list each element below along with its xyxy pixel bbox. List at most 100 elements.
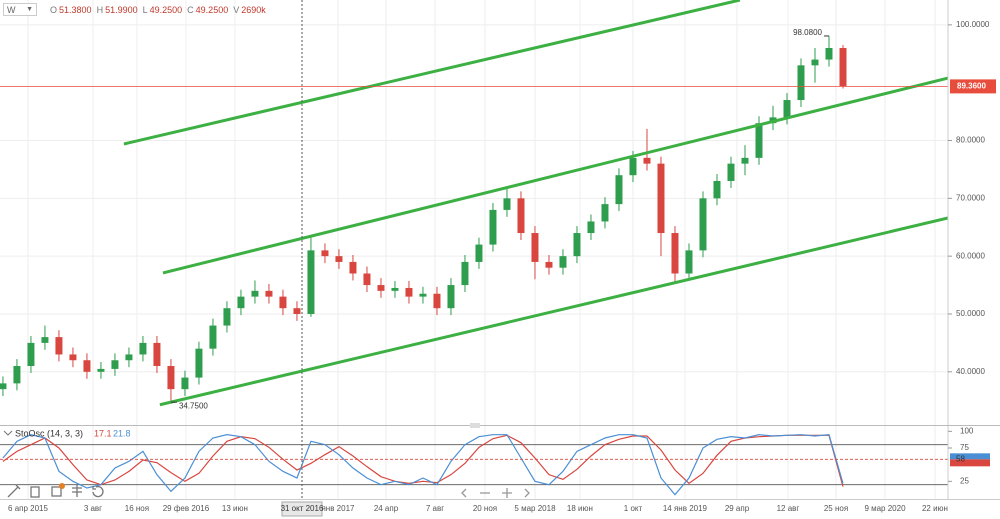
x-tick-label: 7 авг [426,504,444,513]
candle-body [97,368,105,372]
candle-body [83,360,91,372]
quote-key: V [233,4,240,15]
y-tick-label: 50.0000 [956,309,985,318]
candle-body [265,290,273,297]
candle-body [755,123,763,158]
x-tick-label: 22 июн [922,504,948,513]
marker-label: 58 [956,454,965,463]
candle-body [811,59,819,66]
drawing-tools [7,483,104,498]
candle-body [223,308,231,326]
indicators-tool[interactable] [72,485,82,497]
candle-body [839,47,847,87]
layers-tool[interactable] [51,486,62,497]
template-tool[interactable] [30,486,40,498]
quote: O 51.3800 H 51.9900 L 49.2500 C 49.2500 V 2690k [45,5,266,15]
candle-body [41,337,49,343]
candle-body [167,366,175,390]
quote-toolbar: W ▼ O 51.3800 H 51.9900 L 49.2500 C 49.2500 V 2690… [3,2,266,17]
y-tick-label: 25 [960,476,969,485]
candle-body [237,296,245,309]
candle-body [153,342,161,367]
quote-value: 51.9900 [105,4,138,15]
candle-body [503,198,511,210]
marker-box [950,459,990,467]
candle-body [321,250,329,257]
x-tick-label: 29 апр [725,504,750,513]
candle-body [671,233,679,274]
x-tick-label: 24 апр [374,504,399,513]
quote-key: H [96,4,104,15]
candle-body [139,342,147,355]
candle-body [349,261,357,274]
candle-body [657,163,665,234]
indicator-collapse[interactable] [3,430,13,436]
candle-body [615,175,623,205]
candle-body [587,221,595,234]
marker-box [950,453,990,460]
trend-line [162,76,948,275]
y-tick-label: 75 [960,443,969,452]
y-tick-label: 60.0000 [956,251,985,260]
x-tick-label: 14 янв 2019 [663,504,708,513]
candle-body [335,256,343,262]
quote-key: O [50,4,58,15]
candle-body [741,157,749,164]
candle-body [377,285,385,291]
interval-select[interactable]: W ▼ [3,3,37,16]
annotation-label: 98.0800 [793,28,822,37]
plot-layer [0,0,948,425]
candle-body [545,261,553,268]
x-tick-label: янв 2017 [321,504,355,513]
candle-body [125,354,133,361]
stoch-line [2,434,844,487]
y-tick-label: 80.0000 [956,136,985,145]
pencil-tool[interactable] [7,484,21,498]
candle-body [601,204,609,222]
candle-body [55,337,63,355]
x-tick-label: 3 авг [84,504,102,513]
candle-body [363,273,371,286]
trend-line [159,216,948,407]
candle-body [797,65,805,101]
x-tick-label: 18 июн [567,504,593,513]
x-tick-label: 6 апр 2015 [8,504,48,513]
plot-layer [0,426,948,499]
candle-body [517,198,525,234]
candle-body [825,47,833,60]
candle-body [13,366,21,384]
x-tick-label: 1 окт [624,504,643,513]
candle-body [531,233,539,262]
scroll-right[interactable] [524,488,530,498]
candle-body [279,296,287,309]
last-price-label: 89.3600 [957,81,986,90]
candle-body [433,293,441,309]
zoom-in[interactable] [502,488,512,498]
crosshair-label: 31 окт 2016 [281,504,324,513]
x-tick-label: 9 мар 2020 [864,504,906,513]
x-tick-label: 5 мар 2018 [514,504,556,513]
x-tick-label: 25 ноя [824,504,848,513]
quote-value: 49.2500 [149,4,183,15]
candle-body [69,354,77,361]
candle-body [391,287,399,291]
indicator-title: StoOsc (14, 3, 3) [15,428,83,438]
candle-body [447,285,455,309]
y-tick-label: 70.0000 [956,193,985,202]
legend-value: 21.8 [113,428,131,438]
x-tick-label: 12 авг [777,504,800,513]
candle-body [307,250,315,314]
candle-body [783,100,791,118]
undo-tool[interactable] [92,485,104,498]
candle-body [685,250,693,274]
candle-body [251,290,259,297]
quote-key: C [187,4,194,15]
pane-resize-handle[interactable] [470,423,480,428]
candle-body [0,383,7,390]
scroll-left[interactable] [461,488,467,498]
candle-body [209,325,217,349]
x-tick-label: 29 фев 2016 [163,504,210,513]
quote-key: L [142,4,148,15]
